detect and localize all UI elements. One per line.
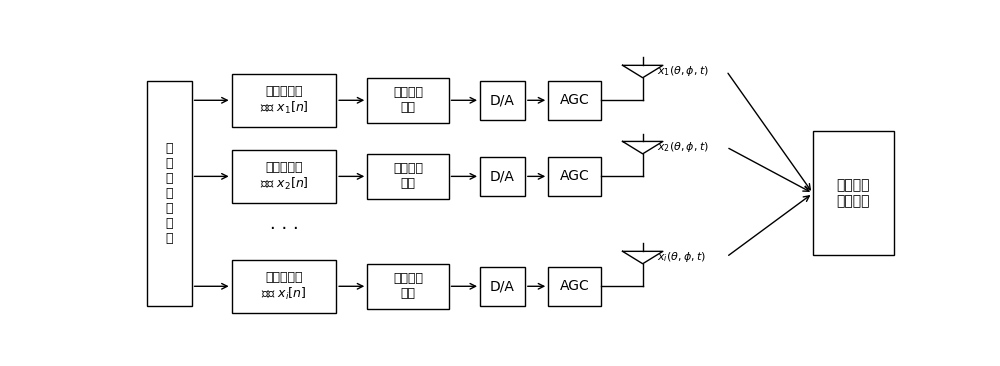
Text: $x_1(\theta,\phi,t)$: $x_1(\theta,\phi,t)$: [657, 64, 708, 78]
Text: D/A: D/A: [490, 169, 515, 183]
Bar: [480, 157, 525, 196]
Text: 采样时延
控制: 采样时延 控制: [393, 272, 423, 300]
Text: AGC: AGC: [560, 279, 589, 293]
Bar: [147, 81, 192, 306]
Bar: [480, 266, 525, 306]
Bar: [367, 78, 449, 123]
Text: 采样时延
控制: 采样时延 控制: [393, 86, 423, 114]
Bar: [548, 81, 601, 120]
Text: AGC: AGC: [560, 169, 589, 183]
Bar: [232, 259, 336, 313]
Text: $x_2(\theta,\phi,t)$: $x_2(\theta,\phi,t)$: [657, 140, 708, 154]
Text: 期望扫描
角度方向: 期望扫描 角度方向: [837, 178, 870, 208]
Text: $x_i(\theta,\phi,t)$: $x_i(\theta,\phi,t)$: [657, 250, 706, 264]
Bar: [548, 157, 601, 196]
Text: · · ·: · · ·: [270, 220, 298, 238]
Text: 数字波形产
生器 $x_2[n]$: 数字波形产 生器 $x_2[n]$: [260, 161, 308, 192]
Text: D/A: D/A: [490, 279, 515, 293]
Bar: [232, 74, 336, 127]
Text: D/A: D/A: [490, 93, 515, 107]
Text: 同
步
时
钟
分
配
器: 同 步 时 钟 分 配 器: [165, 142, 173, 245]
Bar: [548, 266, 601, 306]
Text: 采样时延
控制: 采样时延 控制: [393, 163, 423, 190]
Bar: [232, 150, 336, 203]
Bar: [367, 154, 449, 199]
Text: 数字波形产
生器 $x_i[n]$: 数字波形产 生器 $x_i[n]$: [261, 270, 307, 302]
Bar: [367, 264, 449, 309]
Text: 数字波形产
生器 $x_1[n]$: 数字波形产 生器 $x_1[n]$: [260, 85, 308, 116]
Text: AGC: AGC: [560, 93, 589, 107]
Bar: [813, 131, 894, 255]
Bar: [480, 81, 525, 120]
